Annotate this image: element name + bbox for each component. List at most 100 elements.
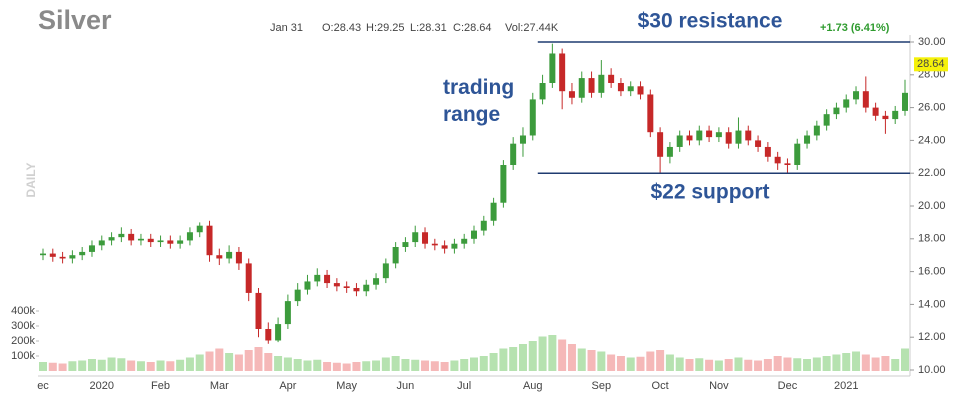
x-tick-label: Sep [592,380,612,392]
volume-bar [812,357,821,371]
candle-body [519,135,526,144]
candle-body [539,83,546,100]
volume-bar [705,359,714,371]
x-tick-label: Jun [397,380,415,392]
y-tick-label: 20.00 [918,200,946,212]
volume-bar [293,359,302,371]
candle-body [275,324,282,341]
x-tick-label: Nov [709,380,729,392]
candle-body [637,86,644,95]
volume-bar [871,357,880,371]
y2-tick-label: 200k [11,335,35,347]
candle-body [333,283,340,287]
candle-body [627,86,634,92]
x-tick-label: 2021 [834,380,858,392]
volume-bar [352,362,361,371]
volume-bar [117,358,126,371]
candle-body [588,78,595,93]
volume-bar [372,360,381,371]
volume-bar [58,363,67,371]
last-price-label: 28.64 [917,58,945,70]
y2-tick-label: 400k [11,305,35,317]
volume-bar [881,356,890,371]
volume-bar [460,359,469,371]
volume-bar [78,360,87,371]
x-tick-label: Mar [210,380,229,392]
volume-bar [665,354,674,371]
volume-bar [744,359,753,371]
candle-body [617,83,624,92]
candle-body [196,225,203,233]
volume-bar [577,348,586,371]
candle-body [902,92,908,111]
volume-bar [39,362,47,371]
candle-body [755,140,762,147]
candle-body [794,143,801,165]
volume-bar [901,348,909,371]
volume-bar [470,357,478,371]
y-tick-label: 16.00 [918,266,946,278]
volume-bar [176,359,185,371]
candle-body [510,143,517,165]
candle-body [431,243,438,246]
volume-bar [763,359,772,371]
header-date: Jan 31 [270,22,303,34]
x-tick-label: May [336,380,357,392]
candle-body [862,91,869,108]
volume-bar [430,361,439,371]
volume-bar [234,354,243,371]
volume-bar [842,353,851,371]
candle-body [382,263,389,279]
volume-bar [323,362,332,371]
candle-body [118,233,125,238]
x-tick-label: ec [37,380,49,392]
y-tick-label: 10.00 [918,364,946,376]
y2-tick-label: 100k [11,350,35,362]
candle-body [373,278,380,285]
candle-body [324,274,331,284]
volume-bar [303,360,312,371]
candle-body [892,110,899,120]
candle-body [804,135,811,144]
candle-body [529,99,536,136]
candle-body [833,107,840,115]
volume-bar [342,363,351,371]
volume-bar [754,360,763,371]
candle-body [167,240,174,244]
level-label: $30 resistance [638,10,783,33]
candle-body [872,107,879,116]
volume-bar [616,356,625,371]
volume-bar [597,351,606,371]
volume-bar [822,356,831,371]
x-tick-label: Aug [523,380,543,392]
y-tick-label: 28.00 [918,69,946,81]
volume-bar [264,353,273,371]
volume-bar [205,351,214,371]
candle-body [177,240,184,244]
candle-body [422,232,429,244]
volume-bar [391,356,400,371]
candle-body [402,242,409,247]
level-label: $22 support [650,181,769,204]
candle-body [206,225,213,256]
volume-bar [479,356,488,371]
volume-bar [215,348,224,371]
candle-body [255,292,262,329]
candle-body [304,281,311,290]
volume-bar [440,362,449,371]
candle-body [745,130,752,141]
volume-bar [381,357,390,371]
volume-bar [254,347,263,371]
volume-bar [509,347,518,371]
volume-bar [773,356,782,371]
volume-bar [656,350,665,371]
header-open: O:28.43 [322,22,361,34]
y-tick-label: 30.00 [918,36,946,48]
volume-bar [411,359,420,371]
candle-body [568,91,575,98]
volume-bar [362,361,371,371]
candle-body [706,130,713,138]
candle-body [676,135,683,147]
volume-bar [558,339,567,371]
